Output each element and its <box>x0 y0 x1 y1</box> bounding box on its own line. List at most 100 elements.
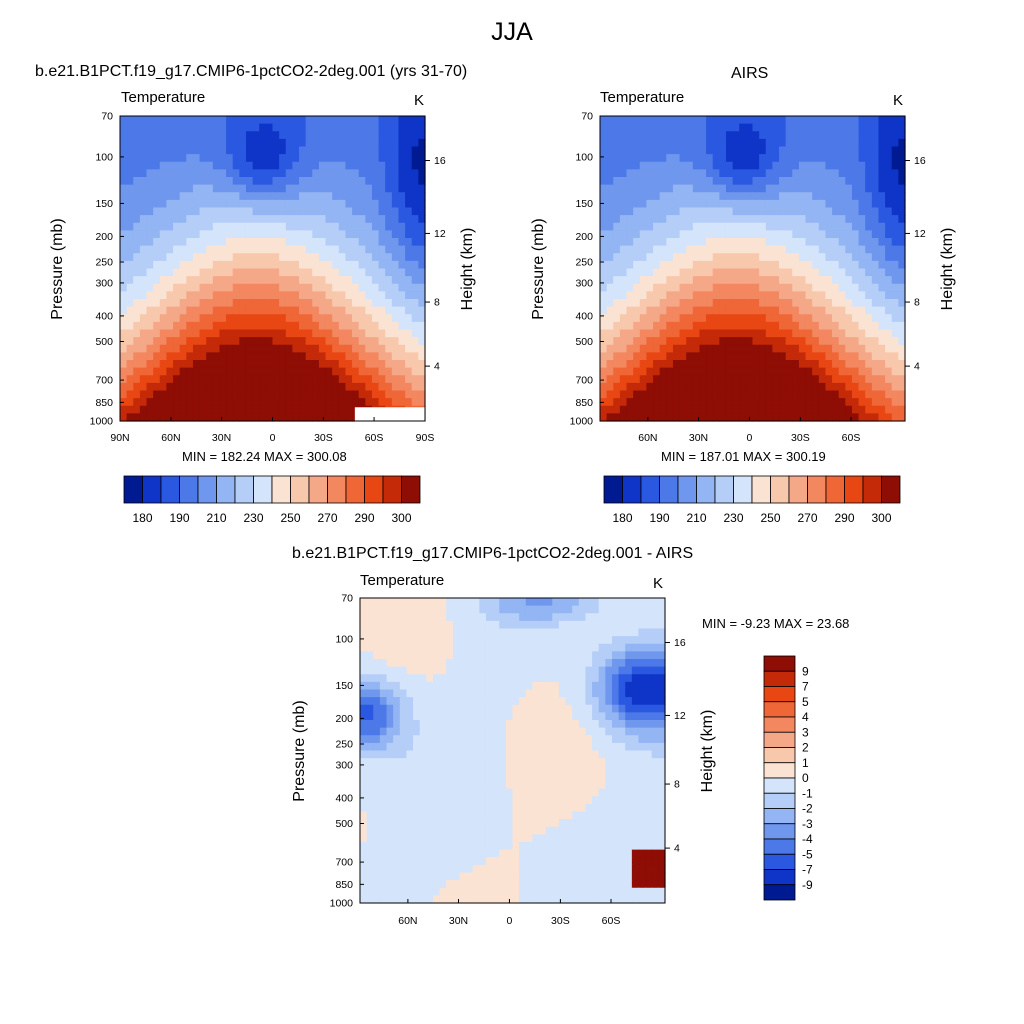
field-cell <box>745 154 754 163</box>
field-cell <box>173 260 181 270</box>
field-cell <box>613 207 621 216</box>
field-cell <box>719 352 727 361</box>
field-cell <box>605 613 613 622</box>
field-cell <box>413 742 421 752</box>
field-cell <box>600 360 608 369</box>
field-cell <box>232 413 240 422</box>
field-cell <box>611 712 620 721</box>
field-cell <box>318 375 327 384</box>
field-cell <box>865 222 873 231</box>
field-cell <box>265 123 274 132</box>
field-cell <box>352 169 360 178</box>
field-cell <box>393 773 401 782</box>
field-cell <box>146 314 154 323</box>
field-cell <box>545 697 553 706</box>
field-cell <box>371 268 380 277</box>
field-cell <box>818 398 827 407</box>
field-cell <box>345 352 353 361</box>
field-cell <box>325 329 333 338</box>
field-cell <box>706 405 714 414</box>
field-cell <box>393 659 401 668</box>
field-cell <box>572 720 580 729</box>
field-cell <box>785 405 793 414</box>
field-cell <box>338 116 347 125</box>
field-cell <box>692 413 701 422</box>
field-cell <box>885 253 893 262</box>
field-cell <box>332 382 340 392</box>
field-cell <box>179 245 187 254</box>
field-cell <box>305 230 313 239</box>
field-cell <box>325 299 333 308</box>
field-cell <box>626 398 634 407</box>
field-cell <box>699 260 707 270</box>
field-cell <box>338 299 347 308</box>
field-cell <box>558 666 567 675</box>
field-cell <box>692 337 701 346</box>
field-cell <box>405 367 413 376</box>
field-cell <box>692 207 701 216</box>
field-cell <box>613 245 621 254</box>
field-cell <box>646 352 654 361</box>
field-cell <box>459 628 467 637</box>
field-cell <box>851 398 860 407</box>
field-cell <box>226 276 234 285</box>
field-cell <box>659 177 667 186</box>
field-cell <box>898 329 906 338</box>
field-cell <box>146 245 154 254</box>
field-cell <box>812 131 820 140</box>
field-cell <box>871 329 880 338</box>
field-cell <box>398 177 406 186</box>
field-cell <box>645 651 653 660</box>
field-cell <box>325 222 333 231</box>
field-cell <box>659 283 667 292</box>
field-cell <box>219 344 227 353</box>
field-cell <box>398 131 406 140</box>
field-cell <box>466 742 474 752</box>
field-cell <box>732 146 740 155</box>
field-cell <box>411 344 419 353</box>
field-cell <box>878 337 886 346</box>
field-cell <box>633 283 641 292</box>
field-cell <box>405 238 413 247</box>
field-cell <box>332 161 340 170</box>
field-cell <box>646 161 654 170</box>
field-cell <box>446 620 454 630</box>
field-cell <box>345 245 353 254</box>
field-cell <box>418 367 426 376</box>
field-cell <box>466 659 474 668</box>
field-cell <box>452 674 461 683</box>
field-cell <box>139 367 148 376</box>
field-cell <box>838 382 846 392</box>
field-cell <box>646 276 654 285</box>
field-cell <box>845 222 853 231</box>
field-cell <box>411 199 419 209</box>
field-cell <box>626 299 634 308</box>
field-cell <box>179 291 187 300</box>
field-cell <box>798 245 807 254</box>
field-cell <box>699 291 707 300</box>
field-cell <box>159 154 168 163</box>
field-cell <box>845 131 853 140</box>
field-cell <box>439 758 447 767</box>
field-cell <box>239 321 247 331</box>
field-cell <box>272 329 280 338</box>
field-cell <box>592 720 600 729</box>
field-cell <box>259 245 267 254</box>
field-cell <box>871 306 880 315</box>
field-cell <box>153 245 161 254</box>
field-cell <box>332 177 340 186</box>
field-cell <box>466 727 474 736</box>
field-cell <box>838 192 846 201</box>
field-cell <box>611 651 620 660</box>
field-cell <box>379 674 388 683</box>
field-cell <box>719 192 727 201</box>
field-cell <box>413 628 421 637</box>
field-cell <box>779 329 787 338</box>
field-cell <box>639 398 648 407</box>
field-cell <box>752 352 760 361</box>
field-cell <box>325 382 333 392</box>
field-cell <box>206 131 214 140</box>
field-cell <box>825 367 833 376</box>
field-cell <box>399 598 408 607</box>
field-cell <box>219 299 227 308</box>
